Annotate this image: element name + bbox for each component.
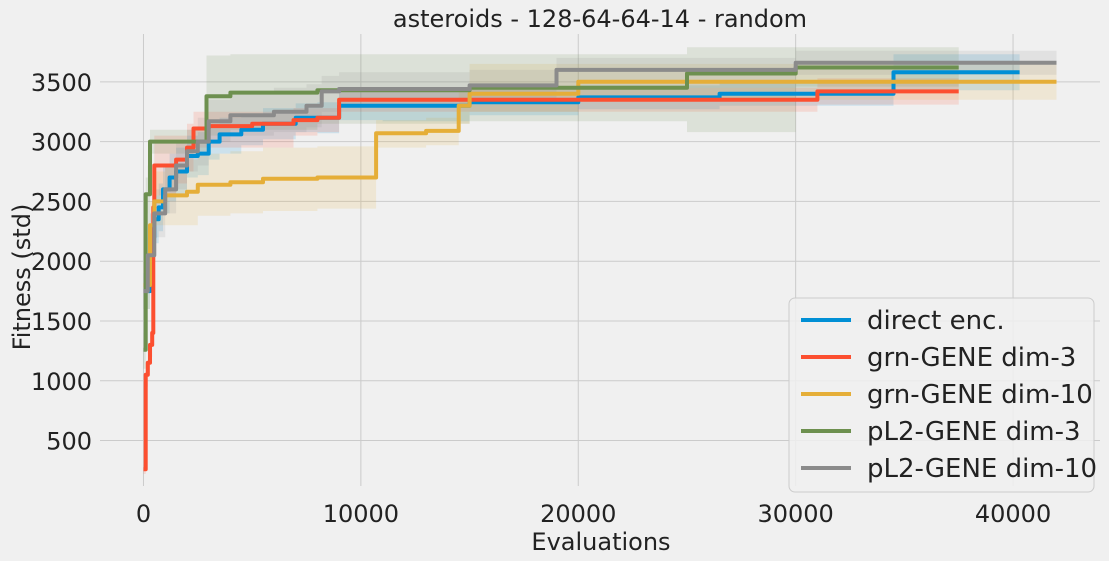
y-tick-label: 1500 — [31, 308, 92, 336]
chart-title: asteroids - 128-64-64-14 - random — [393, 5, 807, 33]
series-line-3 — [143, 65, 959, 352]
std-band-2 — [143, 63, 1057, 310]
y-tick-label: 500 — [46, 428, 92, 456]
x-tick-label: 40000 — [975, 500, 1051, 528]
y-tick-label: 2000 — [31, 248, 92, 276]
y-tick-label: 1000 — [31, 368, 92, 396]
legend-label: grn-GENE dim-3 — [867, 343, 1076, 373]
x-tick-label: 10000 — [323, 500, 399, 528]
y-tick-label: 3500 — [31, 69, 92, 97]
series-line-4 — [143, 60, 1057, 294]
series-lines — [143, 60, 1057, 472]
legend: direct enc. grn-GENE dim-3 grn-GENE dim-10… — [788, 297, 1097, 493]
legend-label: pL2-GENE dim-10 — [867, 454, 1097, 484]
std-band-3 — [143, 47, 959, 369]
std-bands — [143, 47, 1057, 474]
legend-label: direct enc. — [867, 306, 1005, 336]
std-band-0 — [143, 54, 1020, 309]
y-axis-label: Fitness (std) — [8, 204, 36, 351]
series-line-1 — [143, 89, 959, 472]
x-tick-label: 0 — [136, 500, 151, 528]
legend-label: grn-GENE dim-10 — [867, 380, 1093, 410]
x-tick-label: 20000 — [540, 500, 616, 528]
legend-label: pL2-GENE dim-3 — [867, 417, 1081, 447]
y-tick-label: 2500 — [31, 188, 92, 216]
x-tick-label: 30000 — [757, 500, 833, 528]
x-axis-label: Evaluations — [531, 528, 670, 556]
std-band-1 — [143, 78, 959, 474]
legend-box — [788, 297, 1095, 493]
tick-labels: 0 10000 20000 30000 40000 500 1000 1500 2000 2500… — [31, 69, 1051, 528]
y-tick-label: 3000 — [31, 129, 92, 157]
grid — [100, 34, 1100, 486]
series-line-0 — [143, 70, 1020, 294]
